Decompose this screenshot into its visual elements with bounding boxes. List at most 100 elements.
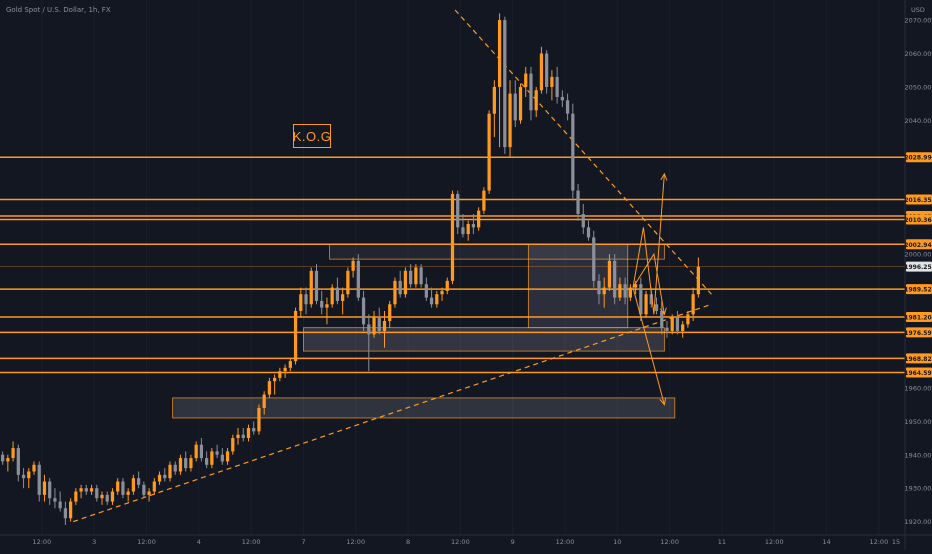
candle-body [560, 96, 564, 101]
candle-body [414, 267, 418, 285]
kog-badge: K.O.G [293, 124, 331, 148]
candle-body [157, 474, 162, 482]
candle-body [205, 458, 209, 465]
candle-body [435, 294, 439, 305]
candle-body [571, 113, 575, 191]
x-tick-label: 12:00 [869, 538, 888, 546]
candle-body [607, 260, 612, 288]
y-axis[interactable]: USD 2070.00 2060.00 2050.00 2040.00 2000.00 19… [904, 0, 932, 550]
symbol-title: Gold Spot / U.S. Dollar, 1h, FX [6, 6, 111, 14]
candle-body [654, 304, 659, 311]
candle-body [555, 76, 559, 97]
zone-box [527, 243, 629, 329]
candle-body [445, 280, 449, 291]
x-tick-label: 15 [892, 538, 900, 546]
candle-body [58, 501, 62, 509]
x-tick-label: 12:00 [32, 538, 51, 546]
candle-body [429, 297, 434, 305]
current-price-tag [906, 261, 932, 272]
candle-body [89, 488, 94, 492]
x-tick-label: 7 [301, 538, 305, 546]
candle-body [545, 53, 549, 87]
price-tag [906, 327, 932, 338]
price-tag-label: 2002.94 [904, 242, 931, 249]
candle-body [320, 300, 324, 308]
candle-body [581, 214, 585, 228]
candle-body [184, 458, 188, 469]
arrows [632, 172, 668, 406]
candle-body [27, 471, 31, 479]
projection-path [632, 252, 665, 315]
candle-body [189, 458, 193, 469]
candle-body [524, 73, 528, 87]
candle-body [518, 86, 523, 121]
x-tick-label: 14 [822, 538, 830, 546]
candle-body [660, 310, 664, 328]
price-tag-label: 2010.36 [904, 217, 931, 224]
candle-body [539, 53, 544, 91]
candle-body [273, 377, 277, 382]
candle-body [367, 324, 371, 335]
candle-body [513, 93, 517, 121]
candle-body [681, 324, 685, 332]
candle-body [497, 20, 502, 87]
candle-body [137, 478, 141, 485]
price-tag [906, 353, 932, 364]
candle-body [534, 90, 538, 111]
price-tag [906, 214, 932, 225]
candle-body [670, 317, 674, 332]
x-tick-label: 12:00 [242, 538, 261, 546]
candle-body [278, 371, 282, 378]
candle-body [168, 464, 172, 479]
price-tag-label: 1964.59 [904, 370, 931, 377]
candle-body [639, 284, 643, 315]
x-tick-label: 4 [197, 538, 201, 546]
candle-body [126, 491, 130, 495]
x-tick-label: 12:00 [137, 538, 156, 546]
price-tag [906, 194, 932, 205]
y-tick-label: 2050.00 [905, 83, 932, 91]
candle-body [79, 488, 83, 492]
candle-body [304, 294, 308, 305]
candle-body [330, 287, 334, 305]
candle-body [215, 451, 219, 455]
x-axis[interactable]: 12:00 3 12:00 4 12:00 7 12:00 8 12:00 9 12:00 10 12:… [0, 534, 932, 546]
candle-body [466, 224, 470, 235]
candle-body [372, 317, 376, 335]
support-trendline [73, 303, 712, 523]
candle-body [618, 284, 622, 298]
candle-body [21, 474, 26, 479]
y-axis-unit: USD [911, 6, 925, 14]
y-tick-label: 1950.00 [905, 418, 932, 426]
candle-body [293, 310, 298, 362]
candle-body [623, 284, 627, 298]
projection-path [632, 287, 665, 405]
candle-body [6, 458, 10, 462]
projection-path [632, 173, 665, 315]
y-tick-label: 2060.00 [905, 50, 932, 58]
y-tick-label: 1930.00 [905, 485, 932, 493]
y-tick-label: 1960.00 [905, 384, 932, 392]
price-tag-label: 1989.52 [904, 287, 931, 294]
candle-body [288, 361, 292, 368]
price-tag [906, 284, 932, 295]
zones [172, 243, 676, 419]
candle-body [121, 481, 125, 495]
candle-body [419, 267, 423, 285]
candle-body [116, 481, 120, 492]
candle-body [675, 317, 680, 332]
price-tag-label: 1981.20 [904, 314, 931, 321]
price-tag [906, 367, 932, 378]
candle-body [309, 270, 313, 305]
candle-body [613, 260, 617, 298]
candle-body [262, 394, 266, 408]
candle-body [42, 481, 47, 495]
candle-body [246, 428, 251, 439]
current-price-label: 1996.25 [904, 264, 931, 271]
trendlines [73, 9, 712, 523]
x-tick-label: 12:00 [660, 538, 679, 546]
candle-body [377, 317, 381, 332]
